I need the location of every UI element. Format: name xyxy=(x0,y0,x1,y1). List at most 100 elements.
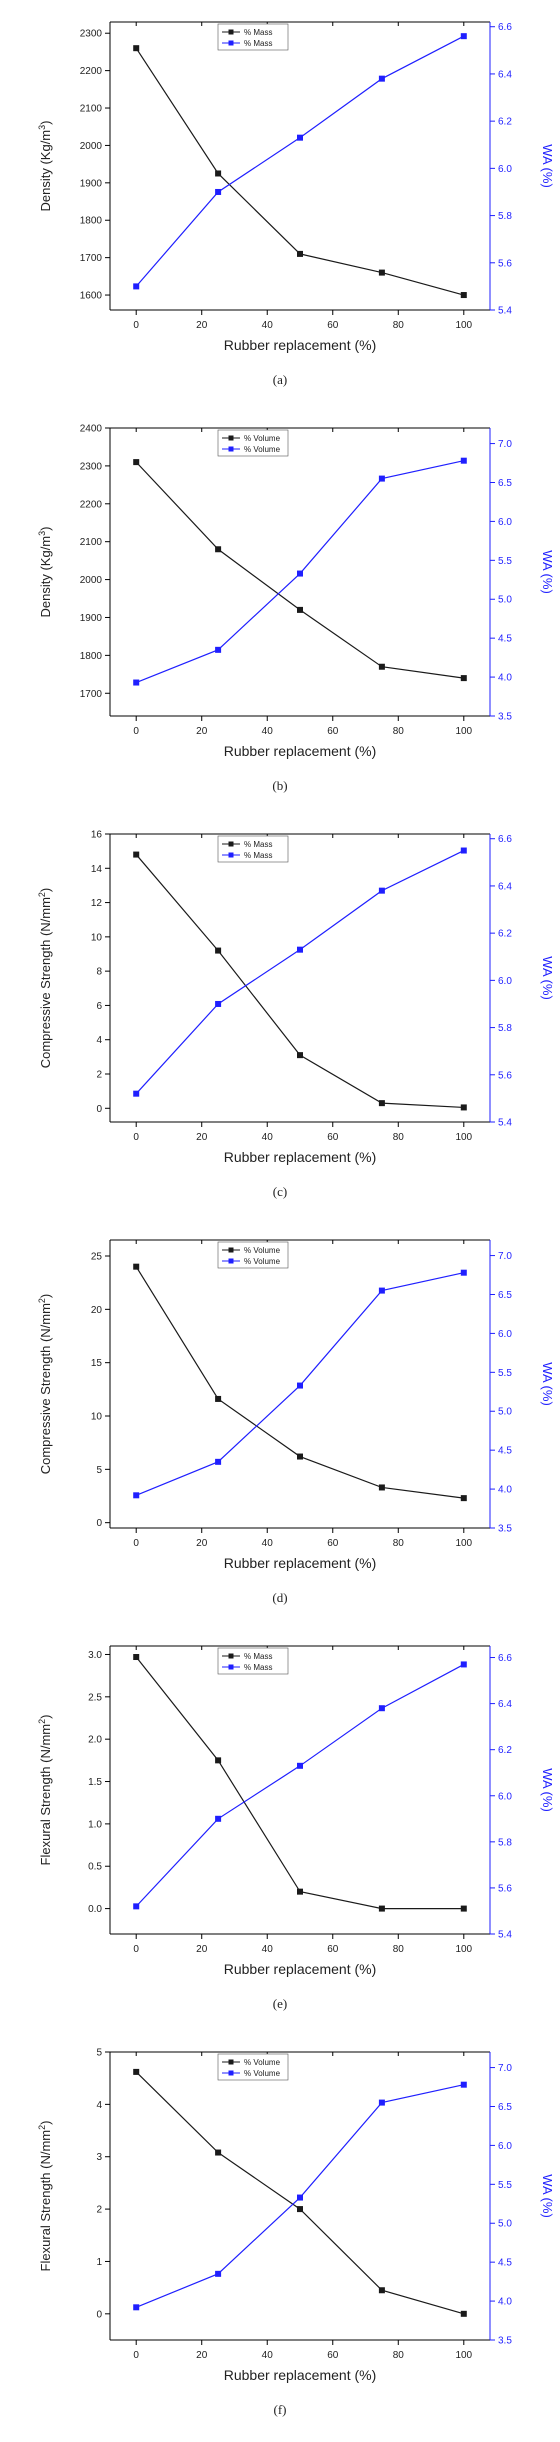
panel-caption: (e) xyxy=(273,1996,287,2011)
data-point xyxy=(297,570,303,577)
y2-tick-label: 6.0 xyxy=(498,976,512,987)
y2-tick-label: 6.2 xyxy=(498,117,512,128)
y2-axis-label: WA (%) xyxy=(540,1362,555,1406)
x-tick-label: 0 xyxy=(133,2350,139,2361)
y2-tick-label: 6.6 xyxy=(498,22,512,33)
data-point xyxy=(215,1000,222,1007)
y2-tick-label: 5.5 xyxy=(498,556,512,567)
data-point xyxy=(215,1815,222,1822)
y2-axis-label: WA (%) xyxy=(540,2174,555,2218)
y2-tick-label: 6.0 xyxy=(498,1791,512,1802)
y2-tick-label: 5.6 xyxy=(498,1883,512,1894)
data-point xyxy=(378,1705,385,1712)
y2-tick-label: 3.5 xyxy=(498,2336,512,2347)
data-point xyxy=(133,283,140,290)
data-point xyxy=(378,1100,385,1107)
y-tick-label: 5 xyxy=(96,1465,102,1476)
x-axis-label: Rubber replacement (%) xyxy=(224,743,377,759)
y-tick-label: 4 xyxy=(96,2100,102,2111)
y-tick-label: 0.5 xyxy=(88,1862,102,1873)
data-point xyxy=(215,1395,222,1402)
y2-tick-label: 4.5 xyxy=(498,1446,512,1457)
x-tick-label: 0 xyxy=(133,1132,139,1143)
legend-label: % Mass xyxy=(244,840,272,849)
data-point xyxy=(215,1458,222,1465)
data-point xyxy=(215,1757,222,1764)
y-axis-label: Compressive Strength (N/mm2) xyxy=(37,888,53,1069)
chart-panel: 0 20 40 60 80 100 1700 1800 1900 2000 2100 2200 2300… xyxy=(37,424,555,794)
data-point xyxy=(460,1495,467,1502)
data-point xyxy=(133,459,140,466)
data-point xyxy=(378,887,385,894)
data-point xyxy=(297,250,303,257)
y2-tick-label: 5.5 xyxy=(498,2180,512,2191)
x-tick-label: 80 xyxy=(393,2350,405,2361)
y2-tick-label: 5.8 xyxy=(498,1837,512,1848)
data-point xyxy=(460,33,467,40)
data-point xyxy=(297,946,303,953)
data-point xyxy=(215,188,222,195)
y-tick-label: 0 xyxy=(96,1518,102,1529)
data-point xyxy=(133,1654,140,1661)
series-line xyxy=(135,35,465,287)
x-tick-label: 60 xyxy=(327,1538,339,1549)
legend-marker xyxy=(228,852,234,858)
y2-tick-label: 7.0 xyxy=(498,2063,512,2074)
y2-tick-label: 4.5 xyxy=(498,2258,512,2269)
y-tick-label: 15 xyxy=(91,1358,103,1369)
y2-axis-label: WA (%) xyxy=(540,550,555,594)
y2-tick-label: 5.4 xyxy=(498,1118,512,1129)
y2-tick-label: 6.5 xyxy=(498,1290,512,1301)
legend-marker xyxy=(228,2059,234,2065)
data-point xyxy=(215,2149,222,2156)
y2-tick-label: 6.2 xyxy=(498,929,512,940)
x-axis-label: Rubber replacement (%) xyxy=(224,337,377,353)
y-tick-label: 2100 xyxy=(80,537,103,548)
y2-tick-label: 5.8 xyxy=(498,1023,512,1034)
y2-tick-label: 4.0 xyxy=(498,1485,512,1496)
legend-marker xyxy=(228,29,234,35)
y-tick-label: 1800 xyxy=(80,651,103,662)
data-point xyxy=(378,1905,385,1912)
y2-tick-label: 5.0 xyxy=(498,1407,512,1418)
data-point xyxy=(460,1104,467,1111)
x-tick-label: 40 xyxy=(262,1132,274,1143)
y2-tick-label: 5.6 xyxy=(498,1070,512,1081)
y-tick-label: 1600 xyxy=(80,291,103,302)
x-tick-label: 20 xyxy=(196,320,208,331)
x-tick-label: 80 xyxy=(393,1538,405,1549)
legend xyxy=(217,23,289,51)
y2-tick-label: 5.4 xyxy=(498,1930,512,1941)
x-tick-label: 40 xyxy=(262,320,274,331)
data-point xyxy=(460,847,467,854)
data-point xyxy=(460,1269,467,1276)
legend-label: % Mass xyxy=(244,1652,272,1661)
data-point xyxy=(460,292,467,299)
data-point xyxy=(133,2304,140,2311)
x-tick-label: 20 xyxy=(196,1132,208,1143)
series-line xyxy=(135,854,464,1109)
y2-axis-label: WA (%) xyxy=(540,144,555,188)
y-axis-label: Flexural Strength (N/mm2) xyxy=(37,2121,53,2272)
y2-tick-label: 6.0 xyxy=(498,1329,512,1340)
data-point xyxy=(378,1287,385,1294)
x-tick-label: 80 xyxy=(393,320,405,331)
y-tick-label: 4 xyxy=(96,1035,102,1046)
legend-label: % Volume xyxy=(244,434,281,443)
y-tick-label: 1900 xyxy=(80,613,103,624)
x-tick-label: 60 xyxy=(327,2350,339,2361)
data-point xyxy=(297,2194,303,2201)
x-tick-label: 60 xyxy=(327,726,339,737)
x-tick-label: 100 xyxy=(455,1132,472,1143)
chart-panel: 0 20 40 60 80 100 0 1 2 3 4 5 3.5 4.0 4.5 5.0 5.5 6.0 6.5 7… xyxy=(37,2048,555,2418)
y2-tick-label: 6.0 xyxy=(498,164,512,175)
x-tick-label: 40 xyxy=(262,1944,274,1955)
y-tick-label: 14 xyxy=(91,864,103,875)
y-tick-label: 2 xyxy=(96,2205,102,2216)
y-tick-label: 2000 xyxy=(80,575,103,586)
x-tick-label: 80 xyxy=(393,1944,405,1955)
y2-tick-label: 6.4 xyxy=(498,69,512,80)
y2-tick-label: 6.5 xyxy=(498,2102,512,2113)
y-tick-label: 20 xyxy=(91,1305,103,1316)
series-line xyxy=(135,2071,464,2315)
